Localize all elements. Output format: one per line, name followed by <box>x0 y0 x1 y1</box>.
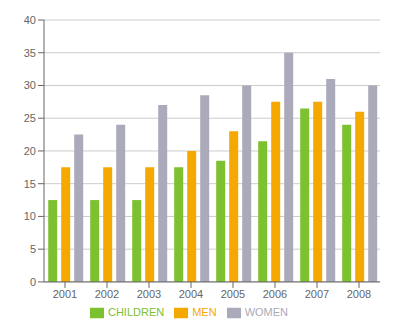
html-text:MEN: MEN <box>192 305 217 318</box>
html-text:WOMEN: WOMEN <box>244 305 288 318</box>
svg-text:30: 30 <box>24 79 36 91</box>
svg-text:25: 25 <box>24 112 36 124</box>
html-text:CHILDREN: CHILDREN <box>108 305 165 318</box>
svg-text:2006: 2006 <box>263 288 287 300</box>
svg-text:5: 5 <box>30 243 36 255</box>
svg-text:2003: 2003 <box>137 288 161 300</box>
svg-text:2007: 2007 <box>305 288 329 300</box>
svg-text:20: 20 <box>24 145 36 157</box>
svg-text:2002: 2002 <box>95 288 119 300</box>
svg-text:15: 15 <box>24 178 36 190</box>
svg-text:40: 40 <box>24 14 36 26</box>
svg-text:35: 35 <box>24 47 36 59</box>
svg-text:2004: 2004 <box>179 288 203 300</box>
svg-text:10: 10 <box>24 210 36 222</box>
svg-text:2008: 2008 <box>347 288 371 300</box>
svg-text:2001: 2001 <box>53 288 77 300</box>
svg-text:0: 0 <box>30 276 36 288</box>
svg-text:2005: 2005 <box>221 288 245 300</box>
